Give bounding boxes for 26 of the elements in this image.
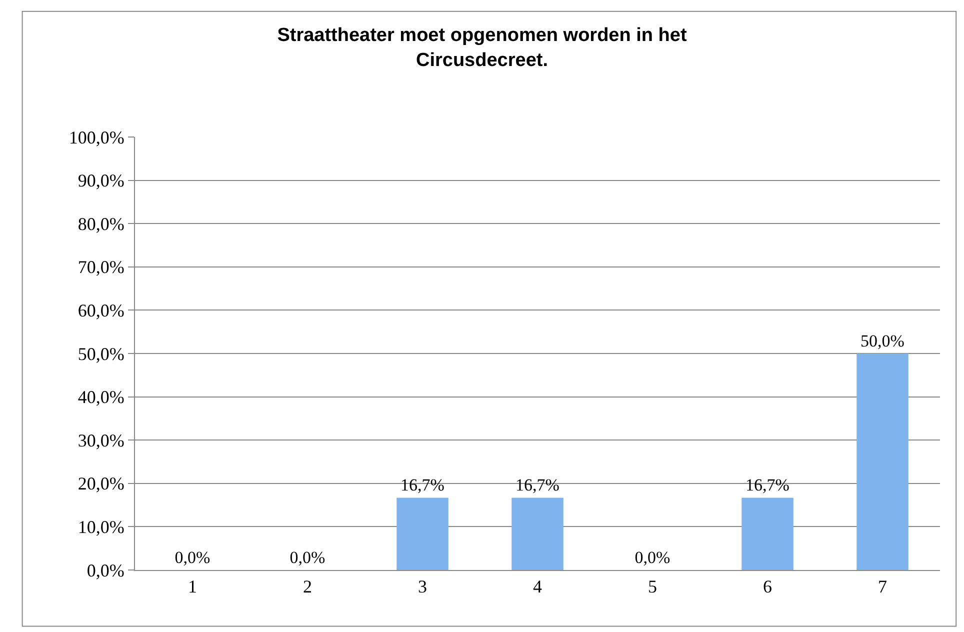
y-tick-label: 70,0%: [78, 257, 124, 278]
x-tick-label: 5: [648, 576, 657, 597]
x-tick-label: 3: [418, 576, 427, 597]
data-label: 16,7%: [516, 476, 560, 495]
y-tick-label: 30,0%: [78, 430, 124, 450]
y-tick-label: 100,0%: [68, 127, 124, 148]
data-label: 0,0%: [174, 548, 210, 567]
y-tick-label: 90,0%: [78, 170, 124, 191]
x-tick-label: 4: [533, 576, 542, 597]
x-tick-label: 6: [763, 576, 772, 597]
data-label: 0,0%: [290, 548, 326, 567]
data-label: 16,7%: [400, 476, 444, 495]
y-tick-label: 20,0%: [78, 474, 124, 494]
chart-title: Straattheater moet opgenomen worden in het Circusdecreet.: [277, 25, 688, 71]
data-label: 50,0%: [860, 332, 904, 350]
y-tick-label: 80,0%: [78, 214, 124, 234]
data-label: 0,0%: [634, 548, 670, 567]
x-tick-label: 7: [878, 576, 887, 597]
y-tick-label: 0,0%: [86, 560, 124, 580]
y-tick-label: 10,0%: [78, 517, 124, 537]
y-tick-label: 40,0%: [78, 387, 124, 408]
y-tick-label: 50,0%: [78, 344, 124, 364]
x-tick-label: 1: [188, 576, 197, 597]
data-label: 16,7%: [746, 476, 790, 495]
y-tick-label: 60,0%: [78, 300, 124, 320]
x-tick-label: 2: [303, 576, 312, 597]
